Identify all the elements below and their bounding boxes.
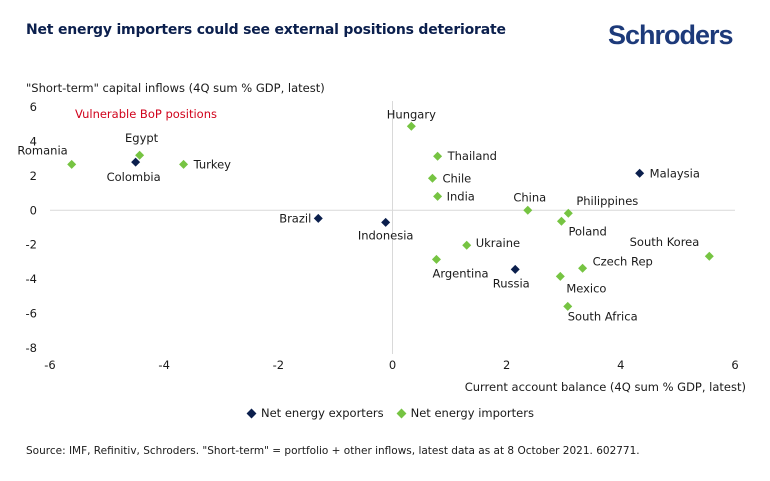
point-label-south-korea: South Korea	[630, 235, 700, 249]
point-russia[interactable]	[510, 264, 520, 274]
point-colombia[interactable]	[131, 157, 141, 167]
point-label-hungary: Hungary	[387, 107, 436, 121]
source-note: Source: IMF, Refinitiv, Schroders. "Shor…	[26, 445, 640, 457]
point-ukraine[interactable]	[462, 240, 472, 250]
point-label-malaysia: Malaysia	[650, 166, 700, 180]
point-label-china: China	[513, 190, 546, 204]
y-tick-label: 6	[30, 100, 37, 114]
y-tick-label: -8	[26, 341, 37, 355]
x-tick-label: 4	[617, 358, 624, 372]
y-tick-label: 2	[30, 169, 37, 183]
point-argentina[interactable]	[431, 254, 441, 264]
point-thailand[interactable]	[433, 151, 443, 161]
point-chile[interactable]	[427, 173, 437, 183]
point-labels: Colombia Brazil Indonesia Russia Malaysia Rom…	[17, 107, 700, 323]
diamond-marker-icon	[246, 408, 257, 418]
point-label-south-africa: South Africa	[568, 309, 638, 323]
vulnerable-bop-annotation: Vulnerable BoP positions	[75, 107, 217, 121]
point-label-romania: Romania	[17, 143, 67, 157]
point-label-egypt: Egypt	[125, 131, 159, 145]
point-romania[interactable]	[67, 159, 77, 169]
legend: Net energy exporters Net energy importer…	[246, 406, 534, 420]
y-tick-labels: 6 4 2 0 -2 -4 -6 -8	[26, 100, 37, 355]
x-tick-label: -6	[44, 358, 55, 372]
x-tick-label: -4	[158, 358, 169, 372]
x-tick-label: 2	[503, 358, 510, 372]
point-label-thailand: Thailand	[447, 149, 497, 163]
point-label-philippines: Philippines	[576, 194, 638, 208]
point-poland[interactable]	[556, 216, 566, 226]
point-philippines[interactable]	[563, 208, 573, 218]
point-label-turkey: Turkey	[193, 157, 232, 171]
point-label-indonesia: Indonesia	[358, 228, 414, 242]
x-tick-label: -2	[273, 358, 284, 372]
x-axis-label: Current account balance (4Q sum % GDP, l…	[465, 380, 746, 394]
y-tick-label: 4	[30, 134, 37, 148]
point-hungary[interactable]	[406, 121, 416, 131]
diamond-marker-icon	[396, 408, 407, 418]
point-india[interactable]	[433, 191, 443, 201]
point-label-russia: Russia	[493, 276, 530, 290]
point-brazil[interactable]	[313, 213, 323, 223]
point-indonesia[interactable]	[381, 217, 391, 227]
x-tick-labels: -6 -4 -2 0 2 4 6	[44, 358, 738, 372]
legend-item-importers[interactable]: Net energy importers	[396, 406, 534, 420]
legend-item-exporters[interactable]: Net energy exporters	[246, 406, 384, 420]
point-turkey[interactable]	[179, 159, 189, 169]
point-malaysia[interactable]	[635, 168, 645, 178]
point-mexico[interactable]	[555, 271, 565, 281]
y-tick-label: -2	[26, 238, 37, 252]
point-south-africa[interactable]	[563, 301, 573, 311]
y-axis-label: "Short-term" capital inflows (4Q sum % G…	[26, 81, 325, 95]
y-tick-label: -4	[26, 272, 37, 286]
point-label-colombia: Colombia	[107, 170, 161, 184]
chart-title: Net energy importers could see external …	[26, 22, 506, 38]
y-tick-label: 0	[30, 203, 37, 217]
axes	[50, 101, 735, 354]
point-label-mexico: Mexico	[566, 281, 606, 295]
point-egypt[interactable]	[135, 150, 145, 160]
x-tick-label: 0	[389, 358, 396, 372]
point-label-argentina: Argentina	[432, 266, 488, 280]
point-label-brazil: Brazil	[279, 211, 311, 225]
schroders-logo: Schroders	[608, 20, 734, 50]
y-tick-label: -6	[26, 307, 37, 321]
point-label-ukraine: Ukraine	[476, 236, 520, 250]
point-label-india: India	[447, 189, 475, 203]
point-label-chile: Chile	[442, 171, 471, 185]
point-china[interactable]	[523, 205, 533, 215]
x-tick-label: 6	[731, 358, 738, 372]
legend-label-exporters: Net energy exporters	[261, 406, 384, 420]
data-points	[67, 121, 714, 311]
point-czech-rep[interactable]	[578, 263, 588, 273]
point-south-korea[interactable]	[704, 251, 714, 261]
legend-label-importers: Net energy importers	[410, 406, 534, 420]
point-label-czech-rep: Czech Rep	[593, 254, 653, 268]
point-label-poland: Poland	[568, 224, 606, 238]
